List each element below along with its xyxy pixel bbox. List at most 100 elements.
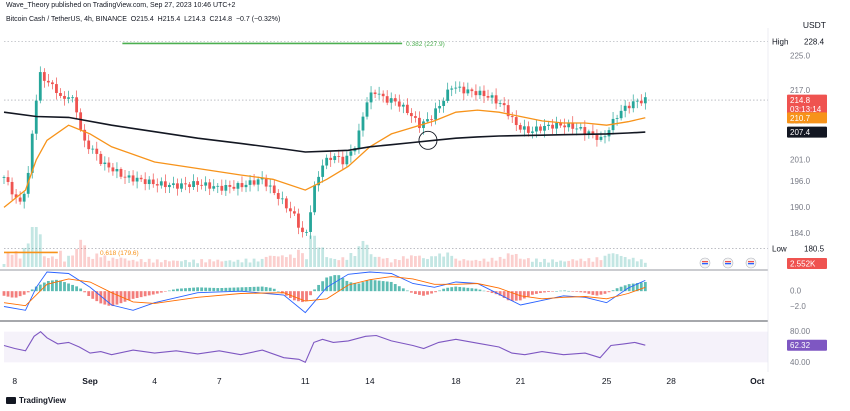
macd-histogram-bar [67,283,70,292]
event-flag-icon-stripe [725,261,731,263]
candle-body [518,125,522,130]
candle-body [151,179,155,185]
candle-body [563,125,567,128]
volume-bar [539,262,542,267]
volume-bar [397,260,401,267]
volume-bar [95,253,99,267]
macd-histogram-bar [244,287,248,292]
macd-histogram-bar [377,280,381,292]
volume-bar [252,258,256,267]
volume-bar [301,253,304,267]
candle-body [115,169,119,172]
event-flag-icon-stripe [748,261,754,263]
macd-histogram-bar [208,287,212,292]
macd-histogram-bar [268,287,272,292]
macd-histogram-bar [147,291,151,296]
macd-histogram-bar [38,284,42,292]
macd-histogram-bar [256,286,260,292]
volume-bar [228,260,232,267]
candle-body [591,131,595,134]
volume-bar [555,261,558,267]
candle-body [10,181,14,195]
high-label: H [157,16,163,23]
macd-histogram-bar [167,290,171,292]
macd-histogram-bar [99,291,103,304]
macd-histogram-bar [317,284,321,292]
volume-bar [595,257,599,267]
macd-histogram-bar [446,287,450,292]
candle-body [321,165,325,177]
candle-body [498,103,502,104]
candle-body [284,198,288,209]
rsi-line [3,330,646,364]
candle-body [119,169,123,177]
volume-bar [87,256,91,267]
tradingview-mark-icon [6,397,16,404]
volume-bar [127,260,131,267]
candle-body [297,213,300,228]
candle-body [470,89,474,92]
volume-bar [321,247,325,267]
macd-histogram-bar [349,282,353,292]
macd-histogram-bar [184,288,187,292]
change-value: −0.7 (−0.32%) [235,16,281,23]
macd-histogram-bar [381,281,385,292]
macd-tick-label: −2.0 [790,302,806,311]
ema-slow-line [3,111,646,153]
tradingview-logo[interactable]: TradingView [6,396,66,405]
macd-histogram-bar [418,291,421,295]
price-tick-label: 184.0 [790,229,811,238]
macd-histogram-bar [232,287,236,292]
volume-bar [486,261,490,267]
macd-histogram-bar [526,291,530,297]
volume-bar [587,258,591,267]
price-label-box [787,126,827,138]
macd-histogram-bar [510,291,514,301]
candle-body [418,117,421,129]
volume-bar [107,260,111,267]
macd-histogram-bar [482,290,486,292]
macd-histogram-bar [309,291,312,296]
candle-body [305,231,308,233]
candle-body [502,103,506,106]
fib-label: 0.382 (227.9) [406,41,445,48]
volume-bar [458,260,462,267]
candle-body [450,88,454,90]
macd-histogram-bar [159,291,163,293]
candle-body [216,185,220,187]
volume-bar [22,247,26,267]
macd-histogram-bar [599,291,603,295]
candle-body [38,72,42,101]
candle-body [172,183,175,185]
volume-bar [188,262,191,267]
volume-bar [208,259,212,267]
candle-body [42,72,46,81]
volume-bar [373,256,377,267]
currency-label[interactable]: USDT [802,20,826,30]
macd-histogram-bar [75,286,79,292]
grid-layer [0,40,768,363]
candle-body [159,181,163,186]
volume-bar [284,257,288,267]
candle-body [192,181,195,188]
macd-histogram-bar [260,286,264,292]
price-tick-label: 196.0 [790,177,811,186]
macd-histogram-bar [635,283,639,292]
low-label: L [184,16,189,23]
volume-bar [526,258,530,267]
macd-histogram-bar [357,283,361,292]
volume-bar [643,262,647,267]
volume-bar [530,261,534,267]
candle-body [482,90,486,97]
candle-body [14,194,18,198]
volume-bar [506,253,510,267]
candle-body [79,112,83,130]
macd-histogram-bar [619,286,623,292]
volume-bar [176,260,179,267]
macd-histogram-bar [547,291,550,293]
candle-body [587,131,591,135]
volume-bar [470,260,474,267]
macd-histogram-bar [188,287,191,292]
candle-body [2,177,6,178]
